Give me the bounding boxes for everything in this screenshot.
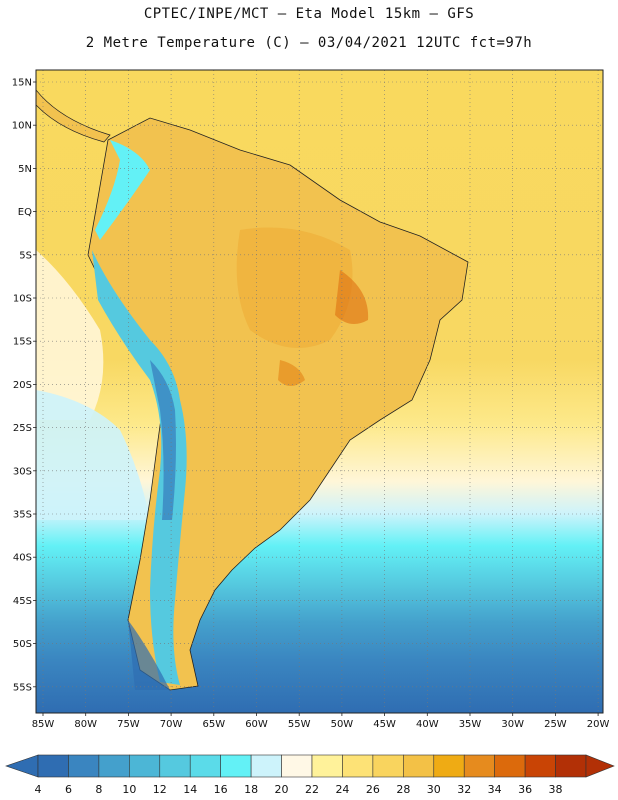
andes-cold-ridge bbox=[92, 250, 187, 685]
lon-tick-label: 60W bbox=[245, 719, 268, 730]
colorbar-segment bbox=[98, 754, 130, 778]
hot-spot-south-brazil bbox=[278, 360, 305, 386]
central-america bbox=[36, 89, 111, 143]
longitude-labels: 85W 80W 75W 70W 65W 60W 55W 50W 45W 40W 35W 30W 25W 2… bbox=[32, 713, 610, 730]
lon-tick-label: 65W bbox=[202, 719, 225, 730]
hot-spot-central-brazil bbox=[335, 270, 369, 324]
map-title-line2: 2 Metre Temperature (C) – 03/04/2021 12U… bbox=[85, 35, 533, 51]
pacific-cool-band bbox=[36, 250, 104, 420]
colorbar-label: 12 bbox=[153, 783, 167, 796]
colorbar-label: 22 bbox=[305, 783, 319, 796]
lat-tick-label: 45S bbox=[13, 596, 32, 607]
colorbar-label: 32 bbox=[457, 783, 471, 796]
colorbar-segment bbox=[68, 754, 100, 778]
lat-tick-label: 10N bbox=[12, 121, 32, 132]
colorbar-segment bbox=[372, 754, 404, 778]
lat-tick-label: EQ bbox=[18, 207, 32, 218]
lon-tick-label: 25W bbox=[544, 719, 567, 730]
colorbar-segment bbox=[463, 754, 495, 778]
map-title-line1: CPTEC/INPE/MCT – Eta Model 15km – GFS bbox=[143, 6, 475, 22]
lat-tick-label: 15N bbox=[12, 78, 32, 89]
lon-tick-label: 45W bbox=[373, 719, 396, 730]
lat-tick-label: 15S bbox=[13, 337, 32, 348]
lon-tick-label: 40W bbox=[416, 719, 439, 730]
colorbar-segment bbox=[403, 754, 435, 778]
lon-tick-label: 80W bbox=[74, 719, 97, 730]
colorbar-segment bbox=[220, 754, 252, 778]
colorbar-label: 34 bbox=[488, 783, 502, 796]
latitude-labels: 15N 10N 5N EQ 5S 10S 15S 20S 25S 30S 35S 40S 45S 50S 5… bbox=[12, 78, 36, 693]
map-field bbox=[36, 70, 603, 713]
colorbar-label: 16 bbox=[214, 783, 228, 796]
colorbar-segment bbox=[159, 754, 191, 778]
colorbar-segment bbox=[433, 754, 465, 778]
colorbar-label: 28 bbox=[396, 783, 410, 796]
colorbar-label: 38 bbox=[549, 783, 563, 796]
patagonia-cold bbox=[128, 620, 170, 690]
lat-tick-label: 55S bbox=[13, 682, 32, 693]
lat-tick-label: 20S bbox=[13, 380, 32, 391]
lon-tick-label: 20W bbox=[587, 719, 610, 730]
colorbar-segment bbox=[189, 754, 221, 778]
lon-tick-label: 35W bbox=[459, 719, 482, 730]
colorbar-label: 10 bbox=[122, 783, 136, 796]
lon-tick-label: 70W bbox=[160, 719, 183, 730]
lat-tick-label: 40S bbox=[13, 553, 32, 564]
colorbar-label: 26 bbox=[366, 783, 380, 796]
colorbar-segment bbox=[129, 754, 161, 778]
lat-tick-label: 35S bbox=[13, 510, 32, 521]
colorbar-label: 18 bbox=[244, 783, 258, 796]
colorbar-label: 36 bbox=[518, 783, 532, 796]
map-frame bbox=[35, 69, 604, 714]
colorbar-segment bbox=[37, 754, 69, 778]
colorbar-label: 8 bbox=[95, 783, 102, 796]
colorbar-segment bbox=[250, 754, 282, 778]
pacific-cold-band bbox=[36, 390, 150, 520]
colorbar-label: 20 bbox=[275, 783, 289, 796]
colorbar-label: 14 bbox=[183, 783, 197, 796]
colorbar bbox=[5, 754, 615, 778]
lat-tick-label: 30S bbox=[13, 466, 32, 477]
south-america-land bbox=[87, 117, 469, 691]
colorbar-label: 6 bbox=[65, 783, 72, 796]
lon-tick-label: 30W bbox=[501, 719, 524, 730]
colorbar-label: 30 bbox=[427, 783, 441, 796]
lon-tick-label: 50W bbox=[331, 719, 354, 730]
colorbar-segment bbox=[494, 754, 526, 778]
lon-tick-label: 55W bbox=[288, 719, 311, 730]
andes-high-core bbox=[150, 360, 176, 520]
colorbar-right-arrow bbox=[585, 754, 615, 778]
lon-tick-label: 75W bbox=[117, 719, 140, 730]
northern-andes bbox=[95, 140, 150, 240]
lat-tick-label: 10S bbox=[13, 294, 32, 305]
lat-tick-label: 50S bbox=[13, 639, 32, 650]
colorbar-segment bbox=[311, 754, 343, 778]
colorbar-segment bbox=[342, 754, 374, 778]
colorbar-left-arrow bbox=[5, 754, 39, 778]
colorbar-segment bbox=[524, 754, 556, 778]
lat-tick-label: 25S bbox=[13, 423, 32, 434]
colorbar-labels: 4 6 8 10 12 14 16 18 20 22 24 26 28 30 32 34 36 38 bbox=[35, 783, 563, 796]
lat-tick-label: 5S bbox=[19, 250, 32, 261]
colorbar-label: 24 bbox=[335, 783, 349, 796]
lat-lon-grid bbox=[36, 70, 603, 713]
colorbar-segment bbox=[555, 754, 587, 778]
lat-tick-label: 5N bbox=[18, 164, 32, 175]
colorbar-segment bbox=[281, 754, 313, 778]
interior-warm-zone bbox=[236, 227, 353, 348]
lon-tick-label: 85W bbox=[32, 719, 55, 730]
colorbar-label: 4 bbox=[35, 783, 42, 796]
